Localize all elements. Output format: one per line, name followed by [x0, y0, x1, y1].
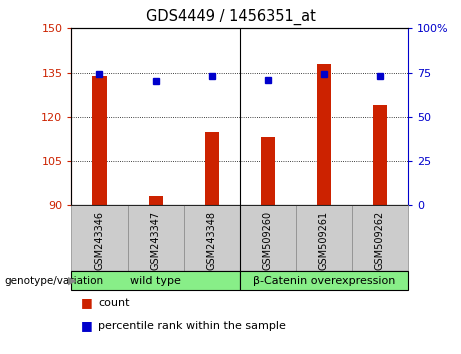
Bar	[93, 75, 106, 205]
Text: GSM243347: GSM243347	[151, 211, 160, 270]
Text: ■: ■	[81, 319, 92, 332]
Text: GSM243348: GSM243348	[207, 211, 217, 269]
Bar	[71, 271, 240, 290]
Bar	[373, 105, 387, 205]
Bar	[71, 205, 128, 271]
Text: GSM509262: GSM509262	[375, 211, 385, 270]
Text: ▶: ▶	[68, 275, 77, 286]
Text: count: count	[98, 298, 130, 308]
Bar	[183, 205, 240, 271]
Text: β-Catenin overexpression: β-Catenin overexpression	[253, 275, 395, 286]
Bar	[296, 205, 352, 271]
Text: ■: ■	[81, 296, 92, 309]
Text: wild type: wild type	[130, 275, 181, 286]
Bar	[240, 205, 296, 271]
Text: GDS4449 / 1456351_at: GDS4449 / 1456351_at	[146, 9, 315, 25]
Text: GSM509260: GSM509260	[263, 211, 273, 270]
Text: GSM243346: GSM243346	[95, 211, 105, 269]
Bar	[128, 205, 183, 271]
Bar	[205, 132, 219, 205]
Text: genotype/variation: genotype/variation	[5, 275, 104, 286]
Bar	[148, 196, 163, 205]
Bar	[261, 137, 275, 205]
Bar	[352, 205, 408, 271]
Text: GSM509261: GSM509261	[319, 211, 329, 270]
Text: percentile rank within the sample: percentile rank within the sample	[98, 321, 286, 331]
Bar	[317, 64, 331, 205]
Bar	[240, 271, 408, 290]
